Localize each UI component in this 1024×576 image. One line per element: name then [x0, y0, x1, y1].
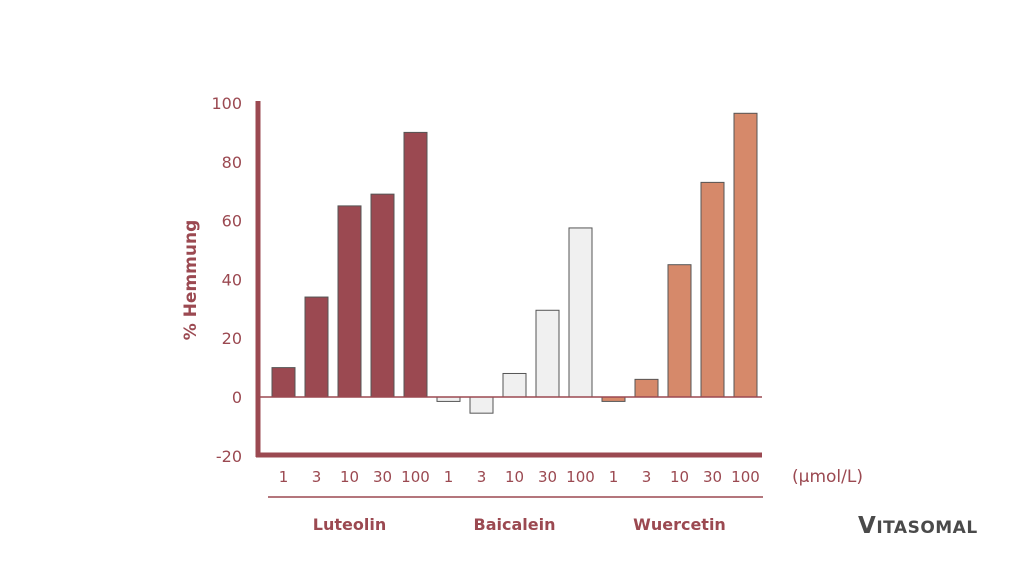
x-tick-label: 30: [703, 468, 722, 486]
x-tick-label: 30: [373, 468, 392, 486]
x-tick-label: 10: [670, 468, 689, 486]
group-label: Baicalein: [474, 515, 556, 534]
x-tick-label: 3: [642, 468, 652, 486]
y-tick-label: 0: [232, 388, 242, 407]
bar-wuercetin-10: [667, 264, 692, 398]
x-tick-label: 100: [731, 468, 760, 486]
y-tick-label: 80: [222, 153, 242, 172]
x-tick-label: 100: [401, 468, 430, 486]
y-tick-label: 40: [222, 270, 242, 289]
x-tick-label: 1: [609, 468, 619, 486]
bar-luteolin-30: [370, 193, 395, 398]
bar-luteolin-1: [271, 367, 296, 398]
x-tick-label: 10: [505, 468, 524, 486]
bar-luteolin-10: [337, 205, 362, 398]
bar-baicalein-10: [502, 372, 527, 398]
y-axis-label: % Hemmung: [181, 220, 201, 341]
bar-baicalein-100: [568, 227, 593, 398]
x-tick-label: 1: [279, 468, 289, 486]
x-tick-label: 1: [444, 468, 454, 486]
x-tick-label: 3: [477, 468, 487, 486]
x-tick-label: 10: [340, 468, 359, 486]
bar-wuercetin-100: [733, 112, 758, 398]
x-tick-label: 30: [538, 468, 557, 486]
x-tick-label: 3: [312, 468, 322, 486]
bar-baicalein-30: [535, 309, 560, 398]
x-unit-label: (µmol/L): [792, 467, 863, 487]
bar-luteolin-100: [403, 131, 428, 398]
x-tick-label: 100: [566, 468, 595, 486]
group-label: Luteolin: [313, 515, 386, 534]
y-tick-label: 100: [211, 94, 242, 113]
y-tick-label: 20: [222, 329, 242, 348]
logo-text: ITASOMAL: [876, 518, 978, 538]
bar-baicalein-3: [469, 396, 494, 414]
logo: VITASOMAL: [858, 513, 978, 539]
bar-wuercetin-3: [634, 378, 659, 398]
group-label: Wuercetin: [633, 515, 726, 534]
bar-wuercetin-30: [700, 181, 725, 398]
y-tick-label: 60: [222, 212, 242, 231]
bar-luteolin-3: [304, 296, 329, 398]
y-tick-label: -20: [216, 447, 242, 466]
